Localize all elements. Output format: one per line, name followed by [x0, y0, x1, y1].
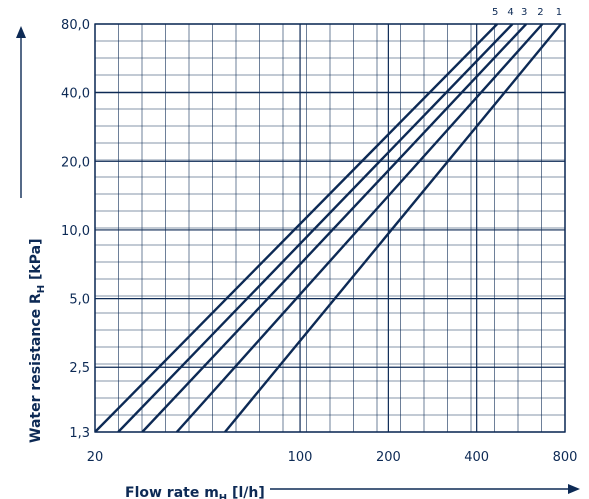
- x-tick-label: 200: [376, 450, 401, 465]
- x-tick-label: 400: [464, 450, 489, 465]
- curve-label-3: 3: [521, 7, 527, 18]
- x-axis-label: Flow rate mH [l/h]: [125, 485, 265, 499]
- series-line-4: [117, 24, 514, 432]
- curve-label-2: 2: [537, 7, 543, 18]
- curve-label-4: 4: [507, 7, 513, 18]
- x-tick-label: 100: [288, 450, 313, 465]
- series-line-5: [95, 24, 499, 432]
- curve-label-5: 5: [492, 7, 498, 18]
- y-axis-label: Water resistance RH [kPa]: [28, 239, 47, 443]
- grid: [94, 23, 566, 433]
- y-tick-label: 5,0: [69, 293, 90, 308]
- y-tick-label: 1,3: [69, 426, 90, 441]
- series-lines: [95, 24, 562, 432]
- x-axis-arrow: [270, 484, 580, 494]
- series-line-1: [224, 24, 562, 432]
- curve-label-1: 1: [556, 7, 562, 18]
- y-tick-label: 20,0: [61, 155, 90, 170]
- x-tick-labels: 20 100 200 400 800: [87, 450, 578, 465]
- x-tick-label: 20: [87, 450, 104, 465]
- y-tick-labels: 1,3 2,5 5,0 10,0 20,0 40,0 80,0: [61, 18, 90, 441]
- plot-frame: [94, 23, 566, 433]
- x-tick-label: 800: [553, 450, 578, 465]
- series-line-2: [175, 24, 544, 432]
- y-tick-label: 2,5: [69, 361, 90, 376]
- series-line-3: [141, 24, 528, 432]
- y-tick-label: 80,0: [61, 18, 90, 33]
- y-tick-label: 40,0: [61, 87, 90, 102]
- y-axis-arrow: [16, 26, 26, 198]
- y-tick-label: 10,0: [61, 224, 90, 239]
